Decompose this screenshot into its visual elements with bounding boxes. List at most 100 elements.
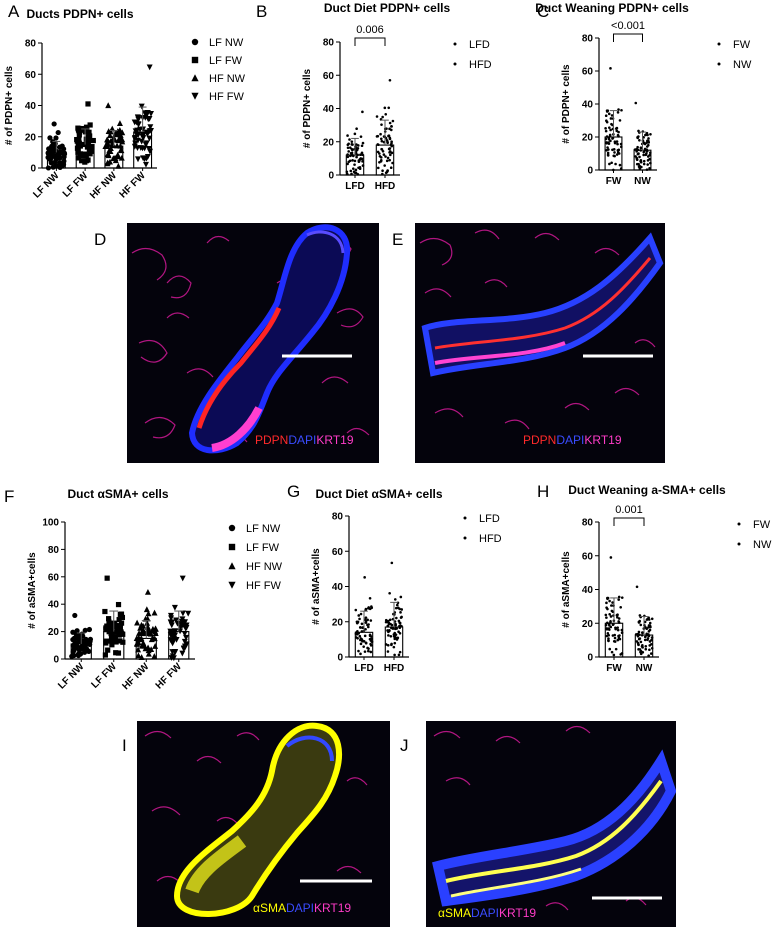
significance-bracket — [613, 517, 645, 526]
data-point — [643, 638, 647, 642]
data-point — [607, 148, 610, 151]
legend-marker — [463, 516, 467, 520]
data-point — [620, 145, 623, 149]
legend-label: LF FW — [209, 55, 243, 67]
data-point — [113, 650, 119, 656]
data-point — [138, 654, 145, 660]
data-point — [112, 157, 119, 164]
data-point — [358, 634, 362, 638]
data-point — [357, 166, 360, 170]
data-point — [637, 637, 641, 641]
data-point — [361, 626, 364, 630]
data-point — [612, 148, 616, 151]
data-point — [384, 171, 388, 175]
data-point — [345, 170, 349, 174]
data-point — [390, 144, 394, 148]
data-point — [614, 627, 617, 631]
data-point — [642, 159, 646, 163]
data-point — [347, 150, 350, 153]
data-point — [143, 155, 150, 162]
data-point — [391, 627, 395, 630]
data-point — [635, 585, 639, 589]
data-point — [346, 134, 349, 137]
data-point — [75, 141, 82, 147]
data-point — [361, 110, 364, 114]
data-point — [143, 140, 150, 147]
data-point — [607, 142, 611, 145]
data-point — [84, 140, 90, 147]
stain-pdpn-label: PDPN — [255, 433, 289, 447]
data-point — [611, 136, 615, 140]
data-point — [380, 139, 384, 143]
chart-h: Duct Weaning a-SMA+ cells # of aSMA+cells… — [537, 482, 777, 687]
data-point — [146, 64, 153, 71]
data-point — [398, 632, 402, 635]
data-point — [179, 610, 186, 617]
data-point — [116, 120, 123, 126]
data-point — [386, 650, 390, 653]
data-point — [637, 648, 640, 651]
y-tick-label: 40 — [332, 582, 344, 593]
chart-title: Duct Diet PDPN+ cells — [324, 1, 451, 15]
chart-b-svg: Duct Diet PDPN+ cells # of PDPN+ cells 0 20… — [302, 1, 492, 192]
data-point — [78, 644, 84, 650]
data-point — [387, 106, 391, 110]
data-point — [355, 155, 358, 159]
data-point — [647, 143, 650, 147]
data-point — [604, 127, 607, 130]
data-point — [144, 588, 151, 595]
data-point — [105, 647, 111, 653]
data-point — [349, 169, 353, 173]
y-tick-label: 40 — [323, 104, 335, 115]
data-point — [171, 648, 178, 655]
data-point — [139, 133, 146, 140]
x-tick-label: HFD — [384, 663, 405, 674]
data-point — [379, 132, 382, 136]
data-point — [357, 614, 361, 617]
data-point — [152, 643, 159, 649]
stain-legend-e: PDPNDAPIKRT19 — [523, 433, 622, 447]
legend-label: HFD — [469, 59, 492, 71]
data-point — [108, 636, 115, 642]
data-point — [650, 617, 654, 621]
data-point — [137, 624, 144, 631]
data-point — [116, 632, 122, 638]
legend-label: HFD — [479, 533, 502, 545]
data-point — [102, 608, 108, 615]
data-point — [82, 627, 88, 633]
data-point — [346, 153, 349, 156]
data-point — [367, 649, 370, 653]
data-point — [649, 151, 652, 154]
stain-dapi-label: DAPI — [288, 433, 317, 447]
legend-marker — [228, 581, 236, 589]
data-point — [608, 133, 612, 137]
data-point — [90, 137, 96, 144]
data-point — [647, 634, 651, 638]
data-point — [376, 143, 380, 146]
y-axis-label: # of aSMA+cells — [561, 551, 572, 628]
legend-label: LF NW — [246, 523, 281, 535]
data-point — [366, 625, 370, 629]
data-point — [395, 638, 399, 641]
y-tick-label: 0 — [328, 171, 334, 182]
y-tick-label: 60 — [25, 70, 37, 81]
legend-marker — [717, 42, 721, 46]
data-point — [77, 651, 84, 657]
data-point — [358, 617, 361, 621]
legend-label: NW — [733, 59, 752, 71]
data-point — [353, 132, 357, 136]
data-point — [148, 110, 155, 117]
data-point — [379, 137, 383, 141]
data-point — [181, 630, 188, 637]
data-point — [617, 598, 620, 601]
data-point — [400, 624, 403, 628]
data-point — [169, 640, 176, 647]
data-point — [389, 635, 393, 638]
y-tick-label: 60 — [332, 547, 344, 558]
data-point — [618, 163, 622, 167]
y-tick-label: 40 — [25, 101, 37, 112]
data-point — [81, 141, 87, 148]
data-point — [70, 637, 76, 643]
data-point — [145, 146, 152, 152]
data-point — [168, 615, 175, 622]
